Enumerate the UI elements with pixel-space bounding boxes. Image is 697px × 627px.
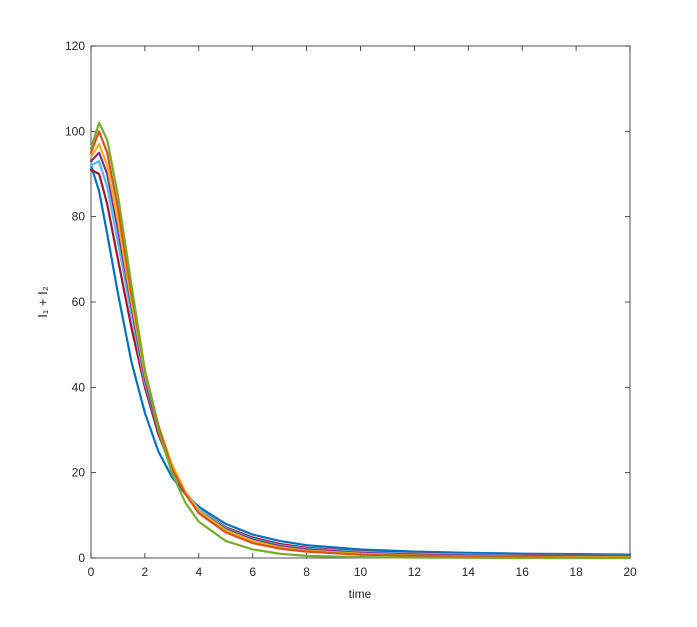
x-axis-label: time (349, 587, 372, 601)
x-tick-label: 16 (516, 565, 530, 579)
y-tick-label: 0 (78, 551, 85, 565)
x-tick-label: 4 (195, 565, 202, 579)
y-tick-label: 80 (72, 210, 86, 224)
y-axis-label: I₁ + I₂ (35, 286, 50, 317)
plot-box (90, 45, 631, 559)
data-line (89, 130, 632, 559)
y-tick-label: 60 (72, 295, 86, 309)
y-tick-label: 40 (72, 380, 86, 394)
x-tick-label: 8 (303, 565, 310, 579)
x-tick-label: 18 (569, 565, 583, 579)
y-tick-label: 120 (65, 39, 85, 53)
y-tick-label: 100 (65, 124, 85, 138)
data-line (89, 164, 632, 556)
data-line (89, 121, 632, 560)
x-tick-label: 2 (142, 565, 149, 579)
x-tick-label: 6 (249, 565, 256, 579)
x-tick-label: 0 (88, 565, 95, 579)
x-tick-label: 10 (354, 565, 368, 579)
x-tick-label: 12 (408, 565, 422, 579)
x-tick-label: 20 (623, 565, 637, 579)
x-tick-label: 14 (462, 565, 476, 579)
y-tick-label: 20 (72, 466, 86, 480)
